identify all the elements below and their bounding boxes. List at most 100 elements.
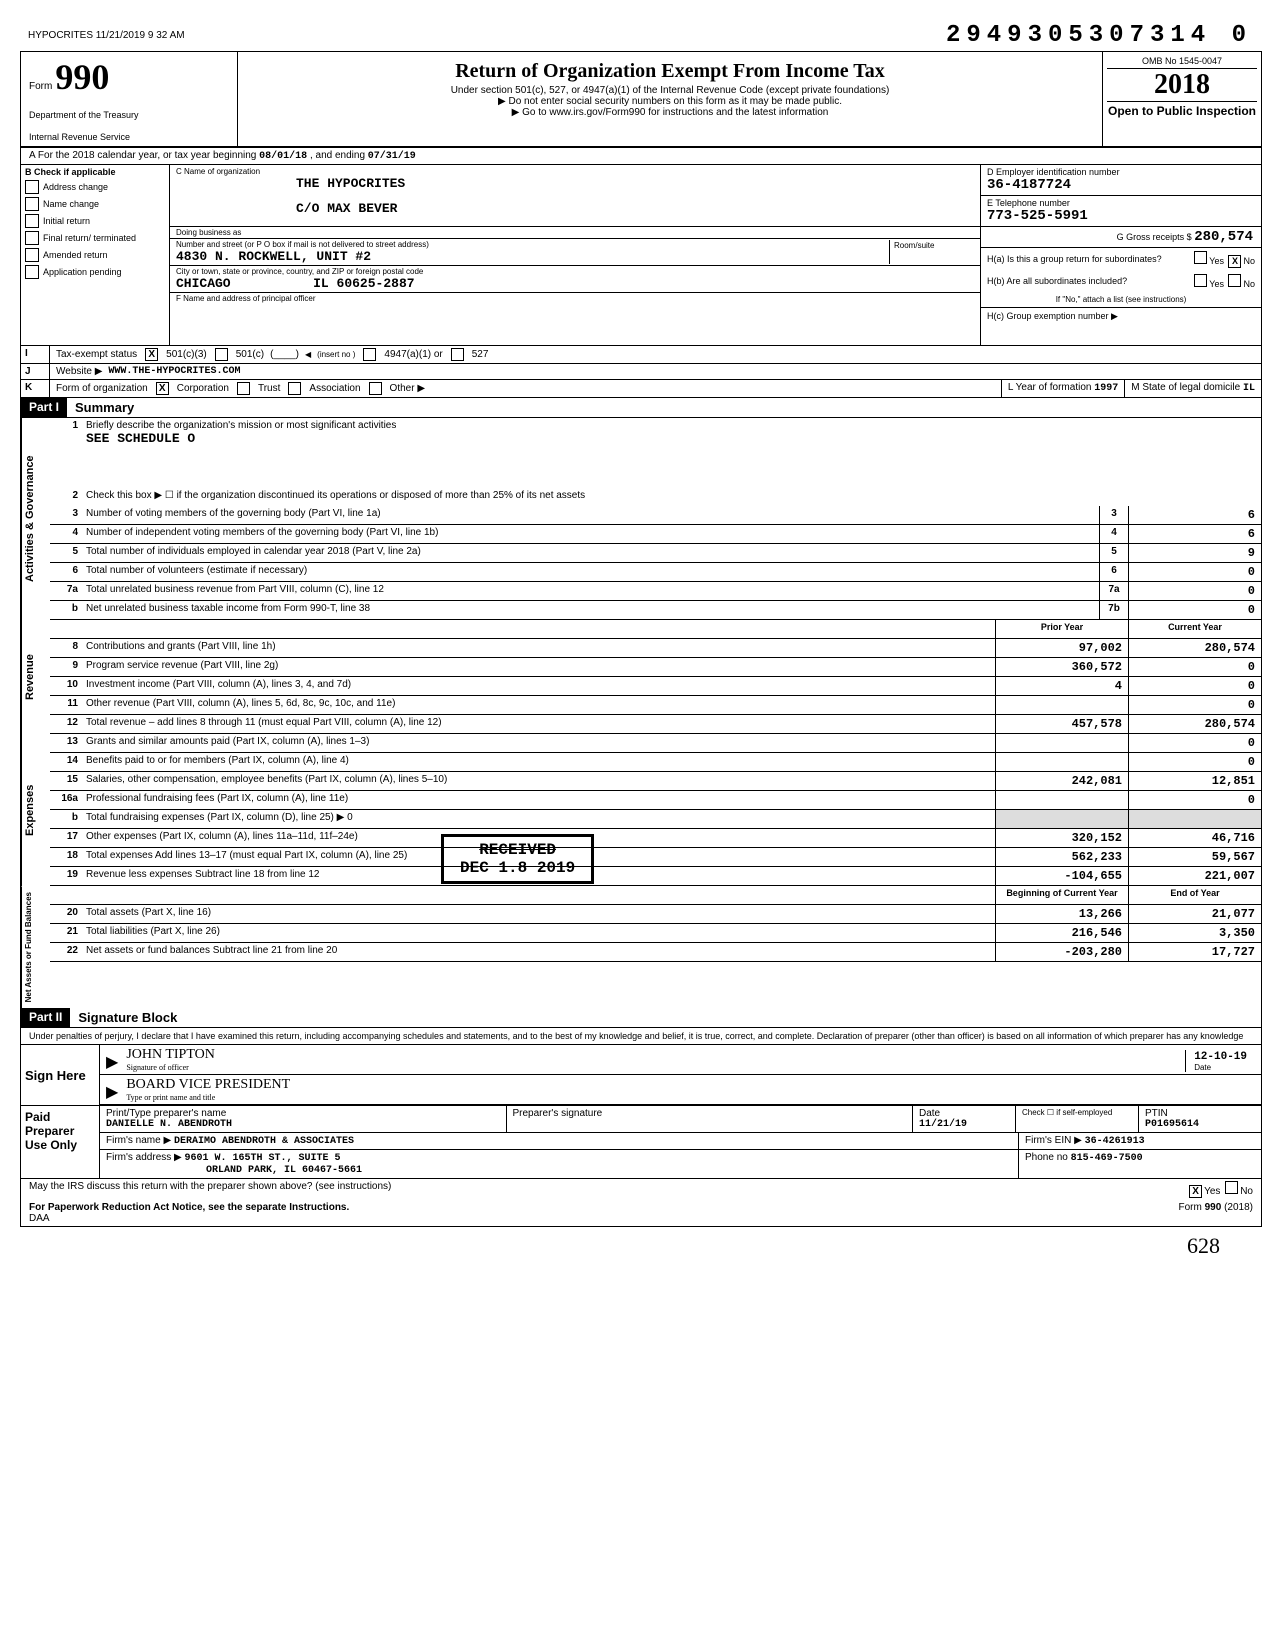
hb-yes[interactable] xyxy=(1194,274,1207,287)
line-i-label: I xyxy=(21,346,50,363)
no-text2: No xyxy=(1243,279,1255,289)
firm-name-label: Firm's name ▶ xyxy=(106,1135,171,1146)
form-subtitle: Under section 501(c), 527, or 4947(a)(1)… xyxy=(244,85,1096,96)
tax-year: 2018 xyxy=(1107,69,1257,101)
cb-amended[interactable] xyxy=(25,248,39,262)
insert-no: (insert no ) xyxy=(317,350,355,359)
netassets-side: Net Assets or Fund Balances xyxy=(21,886,50,1008)
org-name: THE HYPOCRITES xyxy=(296,176,405,191)
firm-phone-label: Phone no xyxy=(1025,1152,1068,1163)
sig-officer-label: Signature of officer xyxy=(126,1063,1185,1072)
year-formation: 1997 xyxy=(1094,383,1118,394)
org-address: 4830 N. ROCKWELL, UNIT #2 xyxy=(176,249,889,264)
sign-here-label: Sign Here xyxy=(21,1045,100,1105)
line-a: A For the 2018 calendar year, or tax yea… xyxy=(21,148,1261,165)
cb-501c[interactable] xyxy=(215,348,228,361)
cb-name-change[interactable] xyxy=(25,197,39,211)
ha-yes[interactable] xyxy=(1194,251,1207,264)
lbl-amended: Amended return xyxy=(43,250,108,260)
cb-app-pending[interactable] xyxy=(25,265,39,279)
irs-yes[interactable]: X xyxy=(1189,1185,1202,1198)
phone-label: E Telephone number xyxy=(987,198,1255,208)
cb-527[interactable] xyxy=(451,348,464,361)
addr-label: Number and street (or P O box if mail is… xyxy=(176,240,889,249)
paperwork-notice: For Paperwork Reduction Act Notice, see … xyxy=(29,1202,349,1213)
opt-corp: Corporation xyxy=(177,383,229,394)
part2-label: Part II xyxy=(21,1008,70,1027)
cb-address-change[interactable] xyxy=(25,180,39,194)
cb-corp[interactable]: X xyxy=(156,382,169,395)
line-a-mid: , and ending xyxy=(310,150,365,161)
self-employed: Check ☐ if self-employed xyxy=(1016,1106,1139,1132)
form-footer: Form 990 (2018) xyxy=(1179,1202,1253,1224)
revenue-side: Revenue xyxy=(21,620,50,734)
sign-arrow: ▶ xyxy=(106,1052,118,1072)
line-k-label: K xyxy=(21,380,50,397)
lbl-name-change: Name change xyxy=(43,199,99,209)
prep-sig-label: Preparer's signature xyxy=(513,1108,907,1119)
dept-irs: Internal Revenue Service xyxy=(29,132,229,142)
org-careof: C/O MAX BEVER xyxy=(296,201,397,216)
cb-501c3[interactable]: X xyxy=(145,348,158,361)
irs-no[interactable] xyxy=(1225,1181,1238,1194)
opt-assoc: Association xyxy=(309,383,360,394)
omb-number: OMB No 1545-0047 xyxy=(1107,56,1257,69)
cb-trust[interactable] xyxy=(237,382,250,395)
gross-value: 280,574 xyxy=(1194,229,1253,245)
cb-assoc[interactable] xyxy=(288,382,301,395)
prep-date: 11/21/19 xyxy=(919,1119,1009,1130)
dba-label: Doing business as xyxy=(176,228,974,237)
firm-ein-label: Firm's EIN ▶ xyxy=(1025,1135,1082,1146)
ha-no[interactable]: X xyxy=(1228,255,1241,268)
opt-other: Other ▶ xyxy=(390,383,425,394)
state-domicile: IL xyxy=(1243,383,1255,394)
line-j-label: J xyxy=(21,364,50,379)
yes-text: Yes xyxy=(1209,256,1224,266)
website-value: WWW.THE-HYPOCRITES.COM xyxy=(108,366,240,377)
tax-year-begin: 08/01/18 xyxy=(259,151,307,162)
ein-value: 36-4187724 xyxy=(987,177,1255,193)
cb-initial-return[interactable] xyxy=(25,214,39,228)
opt-527: 527 xyxy=(472,349,489,360)
governance-side: Activities & Governance xyxy=(21,418,50,620)
firm-addr-label: Firm's address ▶ xyxy=(106,1152,182,1163)
lbl-app-pending: Application pending xyxy=(43,267,122,277)
state-domicile-label: M State of legal domicile xyxy=(1131,382,1240,393)
dept-treasury: Department of the Treasury xyxy=(29,110,229,120)
website-label: Website ▶ xyxy=(56,366,102,377)
irs-discuss: May the IRS discuss this return with the… xyxy=(29,1181,391,1198)
org-state-zip: IL 60625-2887 xyxy=(313,276,414,291)
gross-label: G Gross receipts $ xyxy=(1117,232,1192,242)
cb-other[interactable] xyxy=(369,382,382,395)
org-name-label: C Name of organization xyxy=(176,167,260,176)
city-label: City or town, state or province, country… xyxy=(176,267,974,276)
phone-value: 773-525-5991 xyxy=(987,208,1255,224)
column-c: C Name of organization THE HYPOCRITES C/… xyxy=(170,165,980,345)
sign-arrow2: ▶ xyxy=(106,1082,118,1102)
form-label: Form xyxy=(29,81,52,92)
hb-label: H(b) Are all subordinates included? xyxy=(987,276,1127,286)
ein-label: D Employer identification number xyxy=(987,167,1255,177)
irs-no-text: No xyxy=(1240,1186,1253,1197)
hb-no[interactable] xyxy=(1228,274,1241,287)
form-title: Return of Organization Exempt From Incom… xyxy=(244,60,1096,83)
year-formation-label: L Year of formation xyxy=(1008,382,1092,393)
goto-link: ▶ Go to www.irs.gov/Form990 for instruct… xyxy=(244,107,1096,118)
part1-label: Part I xyxy=(21,398,67,417)
firm-name: DERAIMO ABENDROTH & ASSOCIATES xyxy=(174,1136,354,1147)
cb-final-return[interactable] xyxy=(25,231,39,245)
lbl-initial-return: Initial return xyxy=(43,216,90,226)
prep-name-label: Print/Type preparer's name xyxy=(106,1108,500,1119)
part1-title: Summary xyxy=(67,398,142,417)
daa: DAA xyxy=(29,1213,50,1224)
ha-label: H(a) Is this a group return for subordin… xyxy=(987,254,1162,264)
paid-preparer-label: Paid Preparer Use Only xyxy=(21,1106,100,1178)
firm-addr1: 9601 W. 165TH ST., SUITE 5 xyxy=(185,1153,341,1164)
hb-note: If "No," attach a list (see instructions… xyxy=(981,292,1261,307)
firm-addr2: ORLAND PARK, IL 60467-5661 xyxy=(206,1165,362,1176)
ptin-label: PTIN xyxy=(1145,1108,1255,1119)
opt-501c: 501(c) xyxy=(236,349,264,360)
opt-4947: 4947(a)(1) or xyxy=(384,349,442,360)
cb-4947[interactable] xyxy=(363,348,376,361)
barcode-number: 2949305307314 0 xyxy=(946,22,1252,49)
